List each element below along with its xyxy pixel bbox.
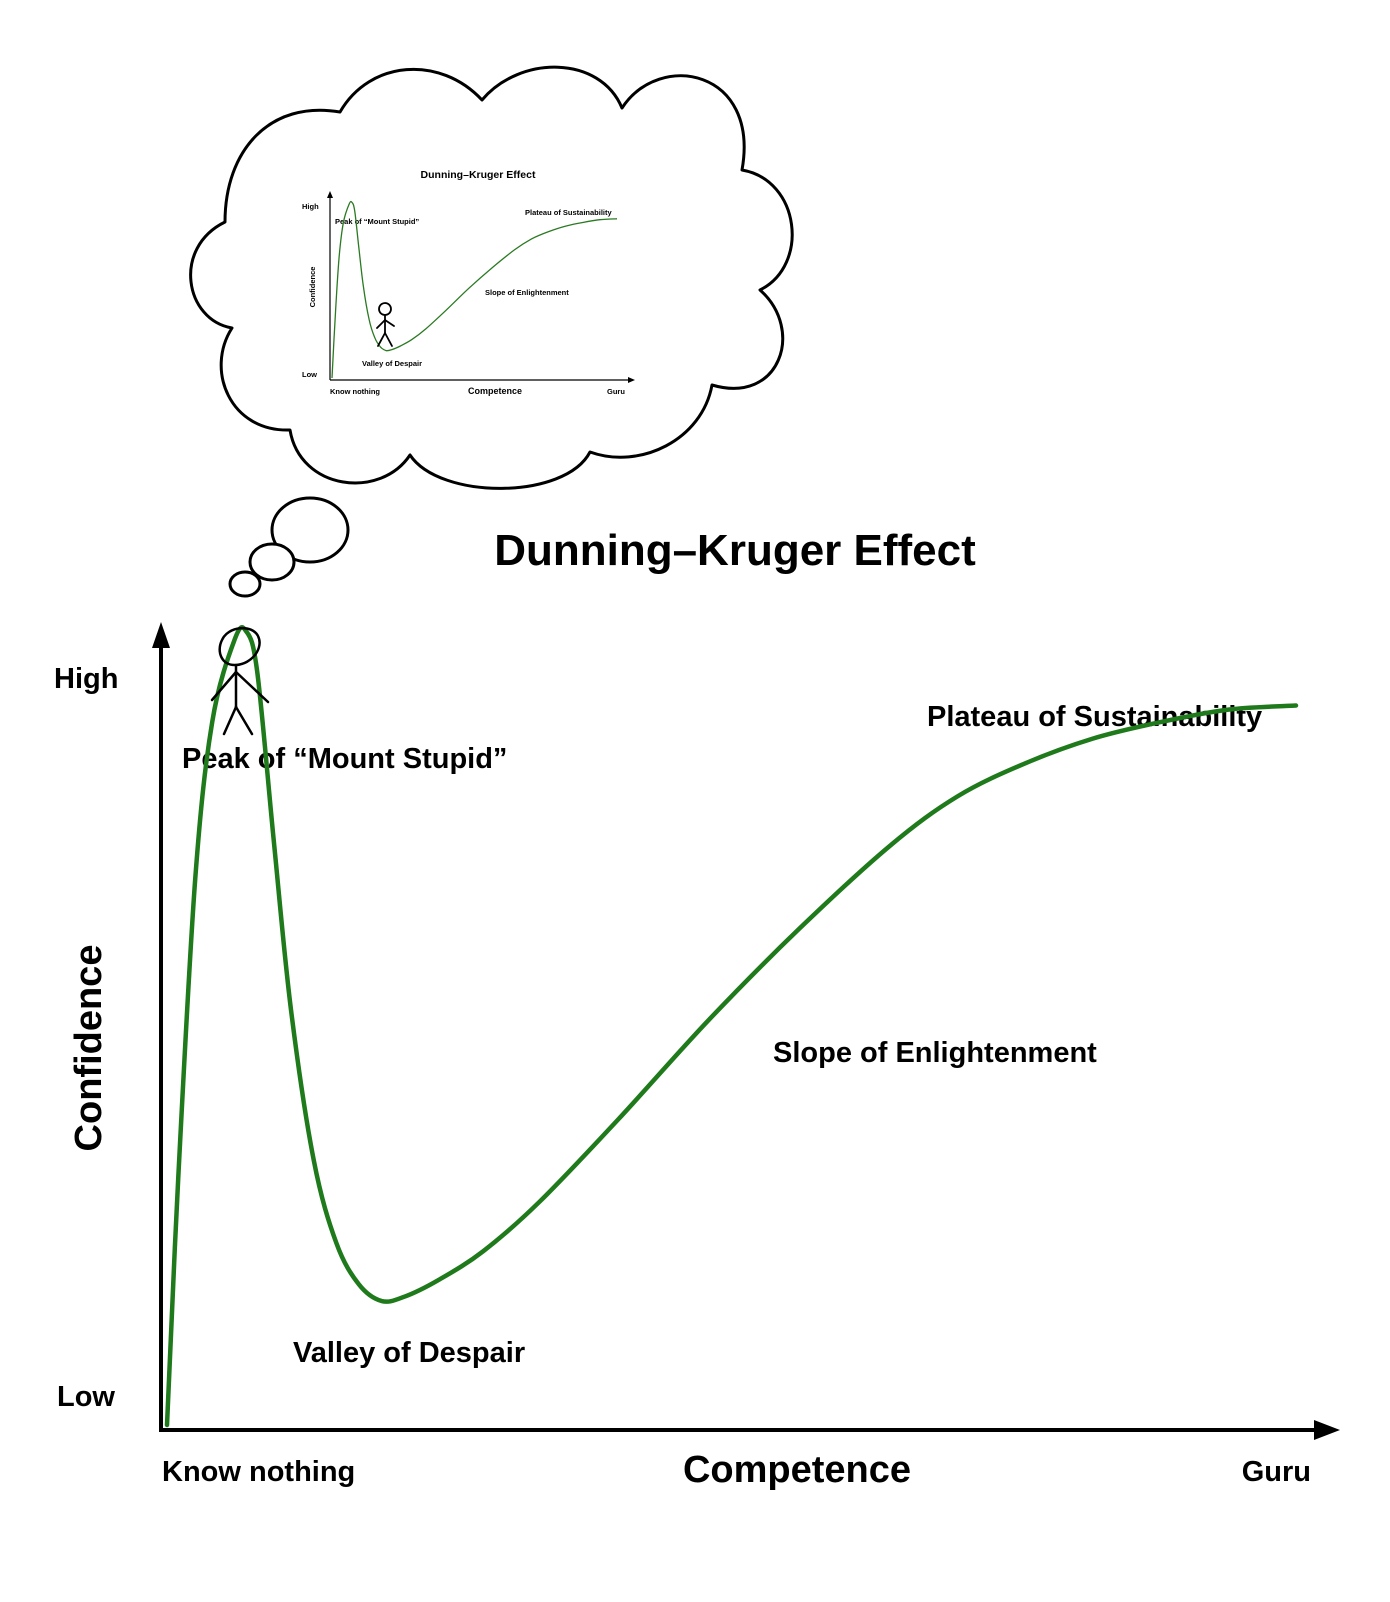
mini-x-axis-arrow [628,377,635,383]
mini-label-mount-stupid: Peak of “Mount Stupid” [335,217,419,226]
main-axes [152,622,1340,1440]
mini-x-tick-guru: Guru [607,387,625,396]
mini-confidence-curve [331,200,618,379]
thought-bubble-medium [248,542,296,582]
mini-x-axis-title: Competence [468,386,522,396]
thought-cloud [189,65,794,598]
mini-chart-title: Dunning–Kruger Effect [421,169,536,181]
mini-y-tick-low: Low [302,370,317,379]
mini-label-plateau: Plateau of Sustainability [525,208,613,217]
mini-y-axis-title: Confidence [308,267,317,308]
mini-chart: Dunning–Kruger Effect High Low Know noth… [302,169,635,396]
y-tick-low: Low [57,1381,115,1413]
label-valley: Valley of Despair [293,1337,525,1369]
cloud-outline [189,65,794,490]
x-axis-arrow [1314,1420,1340,1440]
stick-figure-icon [210,627,270,736]
chart-title: Dunning–Kruger Effect [494,526,976,575]
mini-x-tick-know-nothing: Know nothing [330,387,380,396]
mini-label-slope: Slope of Enlightenment [485,288,569,297]
thought-bubble-small [228,570,262,598]
mini-stick-figure-icon [376,302,395,347]
y-axis-title: Confidence [68,945,110,1152]
thought-bubble-large [270,496,350,564]
x-axis-title: Competence [683,1449,911,1491]
label-plateau: Plateau of Sustainability [927,701,1262,733]
y-axis-arrow [152,622,170,648]
x-tick-know-nothing: Know nothing [162,1456,355,1488]
label-mount-stupid: Peak of “Mount Stupid” [182,743,507,775]
y-tick-high: High [54,663,118,695]
label-slope: Slope of Enlightenment [773,1037,1097,1069]
mini-label-valley: Valley of Despair [362,359,422,368]
confidence-curve [164,625,1299,1428]
mini-y-axis-arrow [327,191,333,198]
mini-y-tick-high: High [302,202,319,211]
x-tick-guru: Guru [1242,1456,1311,1488]
